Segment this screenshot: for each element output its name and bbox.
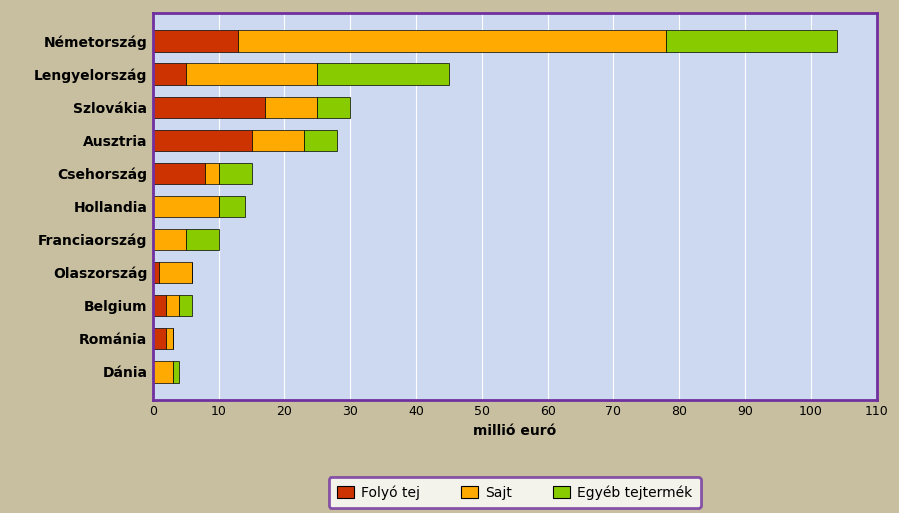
Bar (153, 64, 186, 85)
Bar (166, 328, 173, 349)
Bar (206, 163, 218, 184)
Bar (264, 96, 317, 118)
Bar (666, 30, 837, 52)
Bar (252, 130, 304, 151)
Bar (153, 328, 166, 349)
X-axis label: millió euró: millió euró (473, 424, 556, 438)
Bar (153, 229, 186, 250)
Bar (238, 30, 666, 52)
Bar (153, 262, 159, 283)
Bar (179, 295, 192, 317)
Bar (304, 130, 337, 151)
Bar (173, 361, 179, 383)
Bar (218, 196, 245, 217)
Bar (153, 196, 218, 217)
Bar (317, 64, 449, 85)
Bar (186, 229, 218, 250)
Bar (218, 163, 252, 184)
Legend: Folyó tej, Sajt, Egyéb tejtermék: Folyó tej, Sajt, Egyéb tejtermék (329, 477, 700, 508)
Bar (153, 30, 238, 52)
Bar (153, 295, 166, 317)
Bar (159, 262, 192, 283)
Bar (153, 96, 264, 118)
Bar (153, 163, 206, 184)
Bar (153, 130, 252, 151)
Bar (153, 361, 173, 383)
Bar (186, 64, 317, 85)
Bar (166, 295, 179, 317)
Bar (317, 96, 351, 118)
